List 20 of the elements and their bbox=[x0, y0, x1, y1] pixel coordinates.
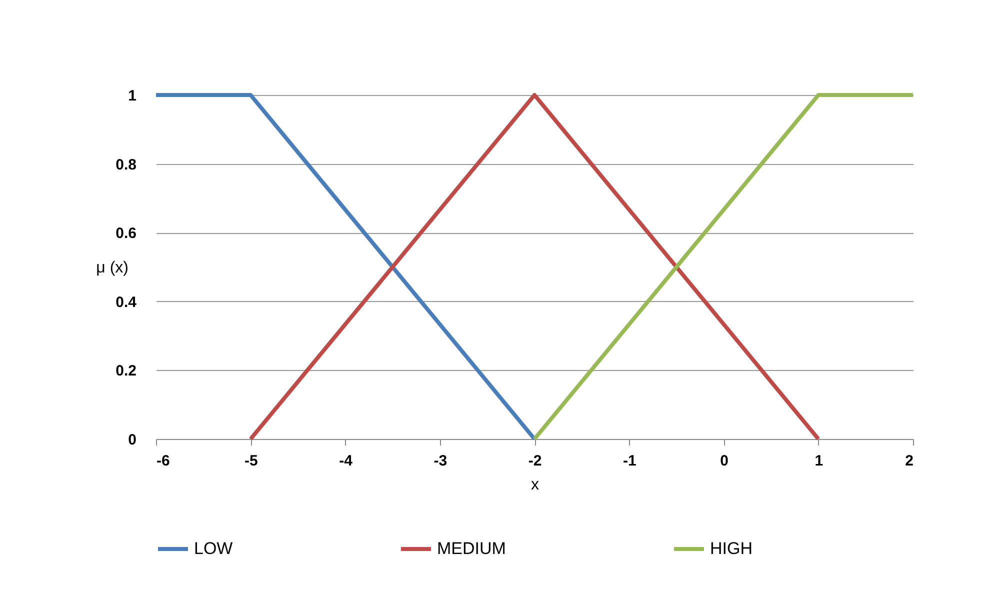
y-tick-label: 0.6 bbox=[116, 225, 136, 242]
y-tick-label: 0.8 bbox=[116, 156, 136, 174]
x-tick-label: -1 bbox=[622, 452, 636, 470]
y-tick-label: 0.4 bbox=[116, 294, 138, 311]
y-tick-label: 0 bbox=[128, 432, 136, 448]
x-axis-title: x bbox=[531, 476, 539, 494]
y-tick-label: 1 bbox=[128, 88, 136, 104]
x-tick-label: -2 bbox=[528, 452, 542, 470]
x-tick-label: -6 bbox=[156, 452, 170, 470]
x-tick-label: -4 bbox=[339, 452, 354, 470]
y-tick-label: 0.2 bbox=[116, 362, 136, 380]
x-tick-label: -3 bbox=[434, 452, 448, 470]
legend-label: LOW bbox=[194, 539, 233, 558]
x-tick-label: 2 bbox=[905, 452, 914, 470]
x-tick-label: 0 bbox=[720, 452, 728, 470]
legend-label: HIGH bbox=[710, 539, 752, 558]
y-axis-title: μ (x) bbox=[96, 260, 128, 276]
legend-label: MEDIUM bbox=[437, 539, 506, 558]
x-tick-label: 1 bbox=[814, 452, 824, 470]
x-tick-label: -5 bbox=[244, 452, 258, 470]
